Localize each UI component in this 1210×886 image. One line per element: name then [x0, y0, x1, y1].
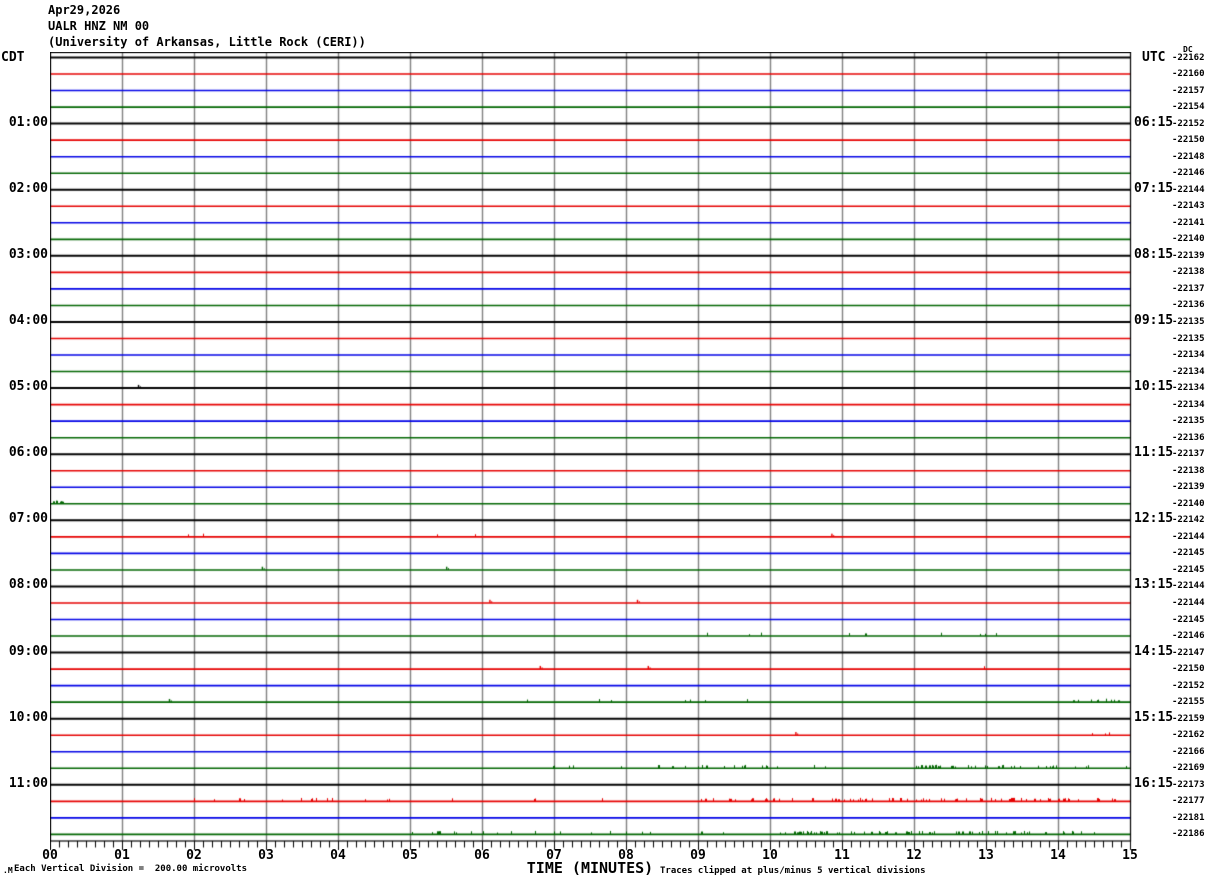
utc-hour-label: 13:15	[1134, 577, 1174, 593]
dc-value: -22152	[1172, 118, 1205, 129]
dc-value: -22136	[1172, 432, 1205, 443]
dc-value: -22145	[1172, 564, 1205, 575]
dc-value: -22144	[1172, 581, 1205, 592]
x-axis-tick-label: 00	[42, 848, 58, 863]
dc-value: -22152	[1172, 680, 1205, 691]
cdt-hour-label: 08:00	[8, 577, 48, 593]
dc-value: -22155	[1172, 697, 1205, 708]
x-axis-tick-label: 04	[330, 848, 346, 863]
x-axis-title: TIME (MINUTES)	[526, 859, 654, 877]
dc-value: -22140	[1172, 498, 1205, 509]
dc-value: -22141	[1172, 217, 1205, 228]
x-axis-tick-label: 05	[402, 848, 418, 863]
dc-value: -22144	[1172, 597, 1205, 608]
x-axis-tick-label: 13	[978, 848, 994, 863]
x-axis-tick-label: 08	[618, 848, 634, 863]
dc-value: -22177	[1172, 796, 1205, 807]
dc-value: -22162	[1172, 730, 1205, 741]
dc-value: -22173	[1172, 779, 1205, 790]
x-axis-tick-label: 11	[834, 848, 850, 863]
left-axis-header: CDT	[1, 50, 25, 65]
x-axis-tick-label: 09	[690, 848, 706, 863]
dc-value: -22135	[1172, 333, 1205, 344]
header-station: UALR HNZ NM 00	[48, 19, 150, 33]
dc-value: -22137	[1172, 283, 1205, 294]
corner-mark: .M	[3, 866, 13, 875]
cdt-hour-label: 05:00	[8, 379, 48, 395]
dc-value: -22169	[1172, 763, 1205, 774]
cdt-hour-label: 01:00	[8, 114, 48, 130]
x-axis-tick-label: 01	[114, 848, 130, 863]
utc-hour-label: 08:15	[1134, 246, 1174, 262]
cdt-hour-label: 03:00	[8, 246, 48, 262]
dc-value: -22142	[1172, 515, 1205, 526]
utc-hour-label: 16:15	[1134, 775, 1174, 791]
dc-value: -22135	[1172, 316, 1205, 327]
cdt-hour-label: 06:00	[8, 445, 48, 461]
x-axis-tick-label: 12	[906, 848, 922, 863]
dc-value: -22157	[1172, 85, 1205, 96]
cdt-hour-label: 09:00	[8, 643, 48, 659]
dc-value: -22134	[1172, 383, 1205, 394]
dc-value: -22162	[1172, 52, 1205, 63]
dc-value: -22137	[1172, 449, 1205, 460]
dc-value: -22138	[1172, 267, 1205, 278]
x-axis-tick-label: 07	[546, 848, 562, 863]
dc-value: -22146	[1172, 631, 1205, 642]
helicorder-trace-canvas	[50, 52, 1132, 852]
dc-value: -22138	[1172, 465, 1205, 476]
dc-value: -22136	[1172, 300, 1205, 311]
cdt-hour-label: 11:00	[8, 775, 48, 791]
dc-value: -22144	[1172, 184, 1205, 195]
dc-value: -22139	[1172, 482, 1205, 493]
dc-value: -22134	[1172, 366, 1205, 377]
footnote-vertical-division: Each Vertical Division = 200.00 microvol…	[14, 864, 247, 874]
dc-value: -22135	[1172, 416, 1205, 427]
cdt-hour-label: 07:00	[8, 511, 48, 527]
utc-hour-label: 10:15	[1134, 379, 1174, 395]
dc-value: -22159	[1172, 713, 1205, 724]
utc-hour-label: 07:15	[1134, 180, 1174, 196]
dc-value: -22160	[1172, 69, 1205, 80]
x-axis-tick-label: 15	[1122, 848, 1138, 863]
dc-value: -22150	[1172, 135, 1205, 146]
utc-hour-label: 09:15	[1134, 312, 1174, 328]
dc-value: -22145	[1172, 614, 1205, 625]
utc-hour-label: 06:15	[1134, 114, 1174, 130]
x-axis-tick-label: 10	[762, 848, 778, 863]
dc-value: -22150	[1172, 664, 1205, 675]
x-axis-tick-label: 14	[1050, 848, 1066, 863]
utc-hour-label: 11:15	[1134, 445, 1174, 461]
dc-value: -22145	[1172, 548, 1205, 559]
dc-value: -22139	[1172, 250, 1205, 261]
dc-value: -22147	[1172, 647, 1205, 658]
dc-value: -22166	[1172, 746, 1205, 757]
dc-value: -22140	[1172, 234, 1205, 245]
x-axis-tick-label: 03	[258, 848, 274, 863]
dc-column-header: DC	[1183, 45, 1193, 54]
dc-value: -22186	[1172, 829, 1205, 840]
dc-value: -22134	[1172, 350, 1205, 361]
right-axis-header: UTC	[1142, 50, 1166, 65]
plot-header: Apr29,2026 UALR HNZ NM 00 (University of A…	[48, 2, 366, 50]
dc-value: -22154	[1172, 102, 1205, 113]
dc-value: -22181	[1172, 812, 1205, 823]
utc-hour-label: 15:15	[1134, 709, 1174, 725]
dc-value: -22144	[1172, 531, 1205, 542]
x-axis-tick-label: 06	[474, 848, 490, 863]
x-axis-tick-label: 02	[186, 848, 202, 863]
footnote-traces-clipped: Traces clipped at plus/minus 5 vertical …	[660, 866, 926, 876]
dc-value: -22146	[1172, 168, 1205, 179]
cdt-hour-label: 04:00	[8, 312, 48, 328]
header-institution: (University of Arkansas, Little Rock (CE…	[48, 35, 366, 49]
utc-hour-label: 12:15	[1134, 511, 1174, 527]
dc-value: -22143	[1172, 201, 1205, 212]
dc-value: -22134	[1172, 399, 1205, 410]
header-date: Apr29,2026	[48, 3, 121, 17]
dc-value: -22148	[1172, 151, 1205, 162]
cdt-hour-label: 10:00	[8, 709, 48, 725]
cdt-hour-label: 02:00	[8, 180, 48, 196]
utc-hour-label: 14:15	[1134, 643, 1174, 659]
